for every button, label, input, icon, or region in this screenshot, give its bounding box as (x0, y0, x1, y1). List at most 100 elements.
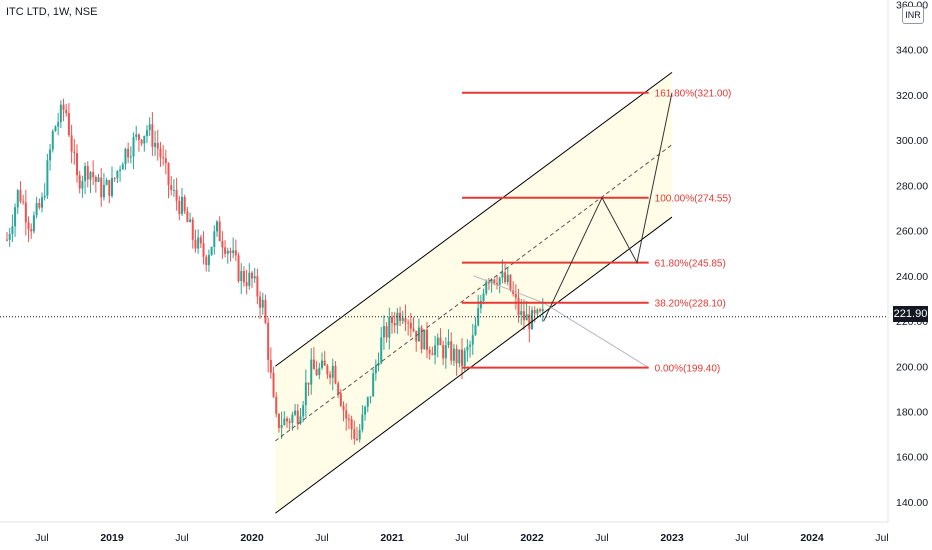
candle-body (286, 418, 288, 422)
candle-body (364, 406, 367, 415)
candle-body (129, 156, 132, 158)
candle-body (143, 135, 146, 144)
candle-body (189, 219, 192, 222)
candle-body (329, 374, 332, 378)
candle-body (175, 189, 178, 201)
candle-body (167, 163, 170, 186)
candle-body (323, 360, 326, 366)
candle-body (356, 438, 358, 440)
candle-body (485, 281, 488, 294)
candle-body (436, 337, 439, 346)
candle-body (121, 164, 124, 170)
candle-body (339, 393, 342, 406)
candle-body (463, 350, 466, 366)
candle-body (32, 215, 35, 232)
candle-body (124, 148, 127, 165)
candle-body (496, 283, 498, 285)
candle-body (264, 299, 267, 323)
candle-body (409, 322, 412, 329)
candle-body (162, 157, 165, 159)
y-tick-label: 300.00 (896, 135, 928, 147)
candle-body (461, 349, 463, 366)
fib-level-label: 61.80%(245.85) (655, 259, 726, 270)
candle-body (469, 344, 472, 347)
x-tick-label: Jul (735, 532, 748, 544)
candle-body (116, 171, 119, 179)
x-tick-label: Jul (35, 532, 48, 544)
candle-body (455, 348, 458, 364)
candle-body (170, 185, 173, 191)
candle-body (272, 372, 275, 397)
candle-body (261, 299, 264, 308)
candle-body (259, 296, 262, 308)
candle-body (154, 142, 157, 147)
candle-body (482, 293, 485, 301)
candle-body (326, 365, 329, 375)
candle-body (528, 314, 531, 330)
candle-body (172, 189, 175, 191)
candle-body (67, 113, 70, 136)
candle-body (509, 274, 512, 291)
candle-body (38, 202, 41, 208)
candle-body (22, 201, 25, 203)
candle-body (321, 360, 323, 368)
candle-body (487, 281, 490, 284)
candle-body (458, 349, 461, 364)
candle-body (70, 135, 73, 152)
x-tick-label: 2024 (800, 532, 824, 544)
candle-body (194, 239, 197, 249)
candle-body (8, 233, 11, 240)
x-tick-label: Jul (315, 532, 328, 544)
candle-body (296, 410, 299, 424)
candle-body (337, 383, 340, 394)
candle-body (19, 190, 22, 202)
candle-body (479, 300, 482, 309)
candle-body (205, 256, 208, 266)
candle-body (81, 181, 84, 189)
chart-title: ITC LTD, 1W, NSE (6, 6, 98, 18)
y-tick-label: 240.00 (896, 271, 928, 283)
candle-body (197, 237, 200, 249)
candle-body (514, 293, 517, 298)
channel-upper-line[interactable] (275, 71, 673, 367)
candle-body (137, 134, 140, 140)
y-tick-label: 360.00 (896, 0, 928, 12)
candle-body (345, 410, 348, 419)
candle-body (234, 250, 237, 256)
candle-body (294, 410, 297, 415)
candle-body (35, 202, 38, 216)
x-tick-label: 2022 (520, 532, 544, 544)
candle-body (533, 310, 536, 314)
candle-body (92, 172, 95, 177)
candle-body (245, 282, 248, 286)
candle-body (207, 255, 210, 266)
candle-body (59, 104, 62, 123)
candle-body (442, 345, 445, 359)
candle-body (41, 197, 43, 208)
candle-body (369, 396, 372, 398)
channel-middle-line[interactable] (275, 144, 673, 442)
candle-body (49, 149, 52, 161)
fib-level-label: 38.20%(228.10) (655, 299, 726, 310)
candle-body (299, 416, 302, 424)
candle-body (466, 346, 469, 351)
currency-label[interactable]: INR (902, 6, 924, 24)
candle-body (452, 348, 455, 361)
candle-body (191, 219, 194, 240)
candle-body (353, 428, 356, 439)
y-tick-label: 200.00 (896, 361, 928, 373)
candle-body (253, 276, 256, 279)
candle-body (146, 130, 148, 136)
channel-lower-line[interactable] (275, 216, 673, 514)
last-price-label: 221.90 (893, 306, 928, 322)
y-tick-label: 180.00 (896, 406, 928, 418)
candle-body (256, 276, 259, 297)
y-tick-label: 280.00 (896, 180, 928, 192)
candle-body (46, 160, 49, 196)
candle-body (517, 297, 520, 315)
projection-path[interactable] (543, 92, 673, 322)
candle-body (388, 317, 391, 338)
y-tick-label: 340.00 (896, 45, 928, 57)
candle-body (73, 151, 76, 154)
